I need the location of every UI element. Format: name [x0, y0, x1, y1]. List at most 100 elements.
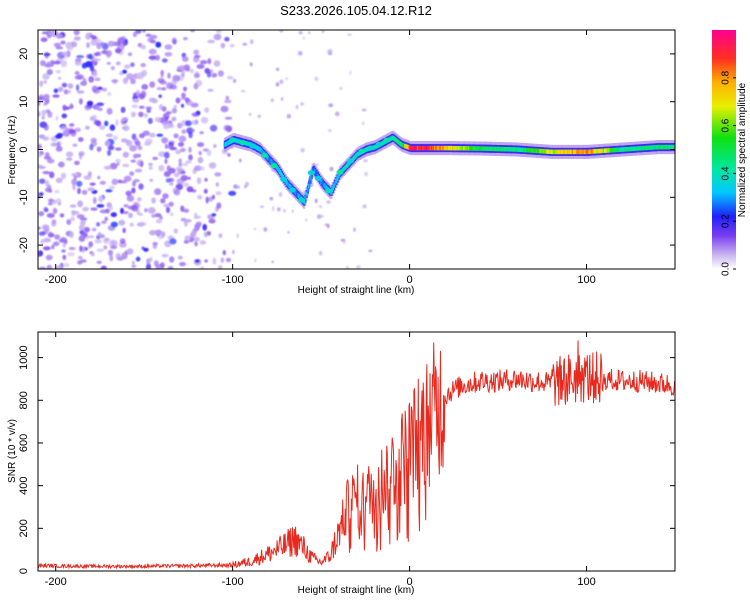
noise-speck	[165, 206, 171, 214]
noise-speck	[131, 261, 135, 265]
noise-speck	[130, 78, 136, 85]
noise-speck	[211, 194, 215, 200]
spectrogram-y-ticks: -20 -10 0 10 20	[18, 48, 675, 253]
ridge-core	[425, 145, 428, 151]
noise-speck	[271, 260, 274, 263]
ridge-core	[560, 149, 563, 155]
noise-speck	[164, 143, 168, 149]
ridge-core	[405, 144, 408, 149]
noise-speck	[143, 113, 148, 118]
noise-speck	[122, 41, 127, 47]
noise-speck	[161, 106, 167, 112]
ridge-blob	[375, 142, 383, 147]
noise-speck	[278, 192, 283, 197]
noise-speck	[60, 60, 68, 68]
noise-speck	[161, 137, 169, 144]
noise-speck	[157, 78, 165, 83]
ridge-core	[305, 191, 308, 197]
noise-speck	[164, 52, 173, 57]
noise-speck	[167, 177, 175, 183]
ridge-core	[346, 162, 349, 167]
ridge-core	[641, 146, 643, 151]
ridge-blob	[288, 187, 296, 193]
ridge-core	[424, 145, 427, 151]
noise-speck	[109, 124, 116, 131]
noise-speck	[155, 54, 160, 61]
noise-speck	[353, 227, 356, 232]
ridge-core	[592, 149, 595, 154]
noise-speck	[285, 77, 288, 81]
noise-speck	[149, 230, 157, 236]
noise-speck	[287, 230, 290, 234]
ridge-core	[551, 149, 554, 155]
noise-speck	[52, 241, 60, 247]
noise-speck	[167, 72, 171, 79]
noise-speck	[242, 42, 248, 46]
noise-speck	[217, 70, 224, 77]
noise-speck	[38, 143, 43, 149]
ridge-core	[577, 149, 580, 155]
noise-speck	[213, 60, 221, 67]
ridge-core	[491, 146, 494, 151]
noise-speck	[269, 197, 274, 201]
noise-speck	[182, 56, 189, 62]
noise-speck	[51, 244, 55, 250]
noise-speck	[138, 105, 145, 109]
noise-speck	[220, 42, 226, 49]
noise-speck	[38, 211, 45, 217]
noise-speck	[89, 144, 94, 151]
noise-speck	[164, 158, 168, 164]
noise-speck	[97, 231, 102, 238]
ridge-core	[255, 145, 258, 150]
noise-speck	[116, 162, 120, 166]
noise-speck	[148, 55, 157, 60]
ridge-core	[287, 182, 290, 188]
ridge-core	[599, 148, 602, 154]
noise-speck	[92, 58, 101, 62]
noise-speck	[215, 182, 219, 187]
ridge-core	[269, 158, 272, 163]
noise-speck	[225, 257, 232, 263]
ridge-core	[228, 140, 230, 145]
ridge-core	[489, 146, 492, 151]
x-tick-label: 100	[577, 576, 595, 588]
noise-speck	[163, 171, 171, 177]
ridge-core	[647, 145, 650, 150]
ridge-core	[428, 145, 431, 151]
noise-speck	[162, 193, 169, 199]
noise-speck	[148, 162, 153, 167]
noise-speck	[125, 190, 132, 197]
ridge-core	[632, 146, 635, 151]
ridge-core	[643, 145, 646, 151]
ridge-core	[223, 142, 226, 147]
noise-speck	[173, 228, 178, 234]
noise-speck	[55, 115, 59, 121]
noise-speck	[135, 30, 142, 34]
noise-speck	[205, 196, 209, 204]
ridge-core	[365, 147, 367, 152]
noise-speck	[71, 178, 77, 186]
ridge-blob	[298, 197, 306, 203]
colorbar-tick-label: 0.8	[721, 70, 732, 84]
ridge-core	[460, 146, 463, 151]
ridge-core	[225, 141, 228, 146]
ridge-core	[475, 146, 478, 151]
ridge-core	[315, 171, 318, 176]
noise-speck	[46, 30, 51, 37]
noise-speck	[93, 71, 98, 78]
noise-speck	[94, 239, 102, 244]
x-tick-label: -100	[222, 274, 244, 286]
noise-speck	[272, 206, 275, 212]
noise-speck	[123, 125, 130, 132]
noise-speck	[188, 131, 193, 139]
noise-speck	[140, 63, 146, 68]
noise-speck	[123, 77, 128, 84]
noise-speck	[42, 224, 50, 231]
noise-speck	[94, 38, 102, 43]
noise-speck	[106, 107, 113, 115]
noise-speck	[224, 116, 233, 120]
noise-speck	[159, 215, 163, 220]
ridge-core	[582, 149, 585, 155]
noise-speck	[110, 212, 118, 218]
ridge-core	[539, 148, 542, 154]
